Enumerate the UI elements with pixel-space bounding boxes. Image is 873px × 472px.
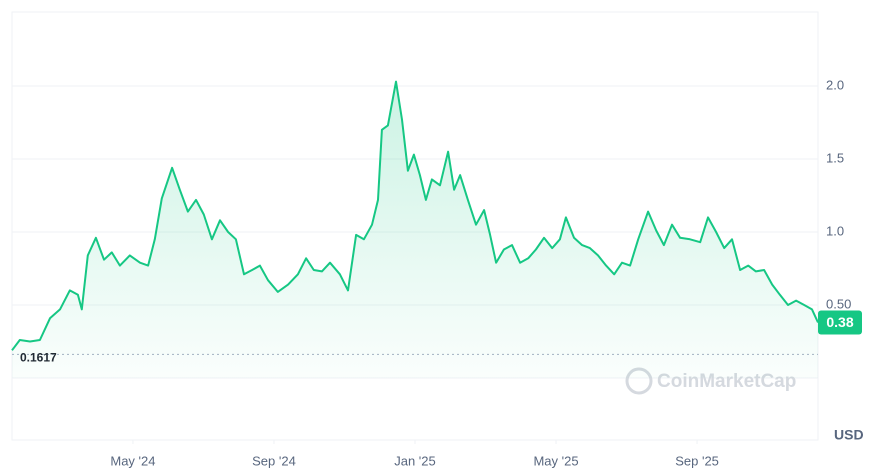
price-area (12, 81, 818, 378)
price-badge (818, 310, 862, 335)
x-tick-label: May '25 (533, 453, 578, 468)
x-tick-label: Sep '24 (252, 453, 296, 468)
y-tick-label: 1.5 (826, 150, 844, 165)
x-tick-label: Sep '25 (675, 453, 719, 468)
currency-label: USD (834, 427, 864, 443)
price-line (11, 80, 819, 351)
y-tick-label: 1.0 (826, 223, 844, 238)
y-tick-label: 2.0 (826, 77, 844, 92)
x-tick-label: Jan '25 (394, 453, 436, 468)
x-tick-label: May '24 (110, 453, 155, 468)
price-badge-label: 0.38 (826, 314, 853, 330)
y-tick-label: 0.50 (826, 296, 851, 311)
